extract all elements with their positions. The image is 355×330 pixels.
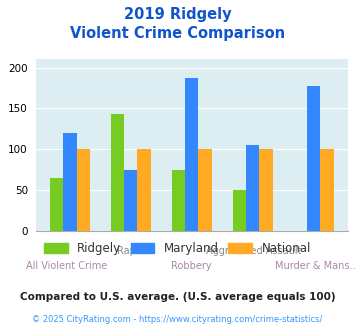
Text: All Violent Crime: All Violent Crime	[26, 261, 107, 271]
Bar	[260, 149, 273, 231]
Bar	[63, 133, 77, 231]
Bar	[171, 170, 185, 231]
Bar	[111, 114, 124, 231]
Bar	[233, 190, 246, 231]
Bar	[137, 149, 151, 231]
Text: Aggravated Assault: Aggravated Assault	[206, 246, 302, 256]
Text: Murder & Mans...: Murder & Mans...	[275, 261, 355, 271]
Text: Violent Crime Comparison: Violent Crime Comparison	[70, 26, 285, 41]
Bar	[50, 178, 63, 231]
Text: © 2025 CityRating.com - https://www.cityrating.com/crime-statistics/: © 2025 CityRating.com - https://www.city…	[32, 315, 323, 324]
Bar	[77, 149, 90, 231]
Text: 2019 Ridgely: 2019 Ridgely	[124, 7, 231, 21]
Bar	[246, 145, 260, 231]
Text: Robbery: Robbery	[171, 261, 212, 271]
Bar	[307, 85, 320, 231]
Bar	[320, 149, 334, 231]
Legend: Ridgely, Maryland, National: Ridgely, Maryland, National	[39, 237, 316, 260]
Bar	[198, 149, 212, 231]
Text: Rape: Rape	[117, 246, 142, 256]
Bar	[124, 170, 137, 231]
Text: Compared to U.S. average. (U.S. average equals 100): Compared to U.S. average. (U.S. average …	[20, 292, 335, 302]
Bar	[185, 78, 198, 231]
